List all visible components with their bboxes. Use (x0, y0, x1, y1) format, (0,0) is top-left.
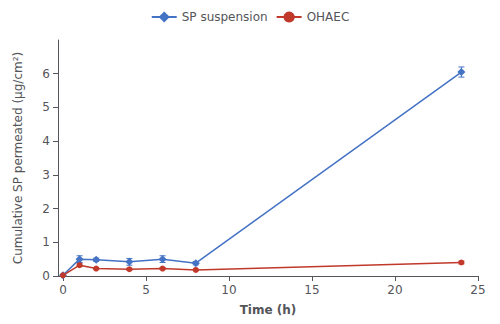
svg-text:SP suspension: SP suspension (182, 10, 268, 24)
svg-text:5: 5 (142, 283, 150, 297)
svg-text:4: 4 (42, 134, 50, 148)
svg-text:OHAEC: OHAEC (307, 10, 350, 24)
svg-text:15: 15 (304, 283, 319, 297)
svg-text:2: 2 (42, 202, 50, 216)
svg-text:Cumulative SP permeated (μg/cm: Cumulative SP permeated (μg/cm²) (11, 52, 25, 264)
svg-text:20: 20 (387, 283, 402, 297)
svg-text:3: 3 (42, 168, 50, 182)
svg-text:25: 25 (470, 283, 485, 297)
svg-text:6: 6 (42, 67, 50, 81)
svg-text:5: 5 (42, 100, 50, 114)
svg-text:10: 10 (221, 283, 236, 297)
svg-text:1: 1 (42, 235, 50, 249)
svg-text:Time (h): Time (h) (240, 303, 297, 317)
svg-text:0: 0 (42, 269, 50, 283)
svg-text:0: 0 (59, 283, 67, 297)
